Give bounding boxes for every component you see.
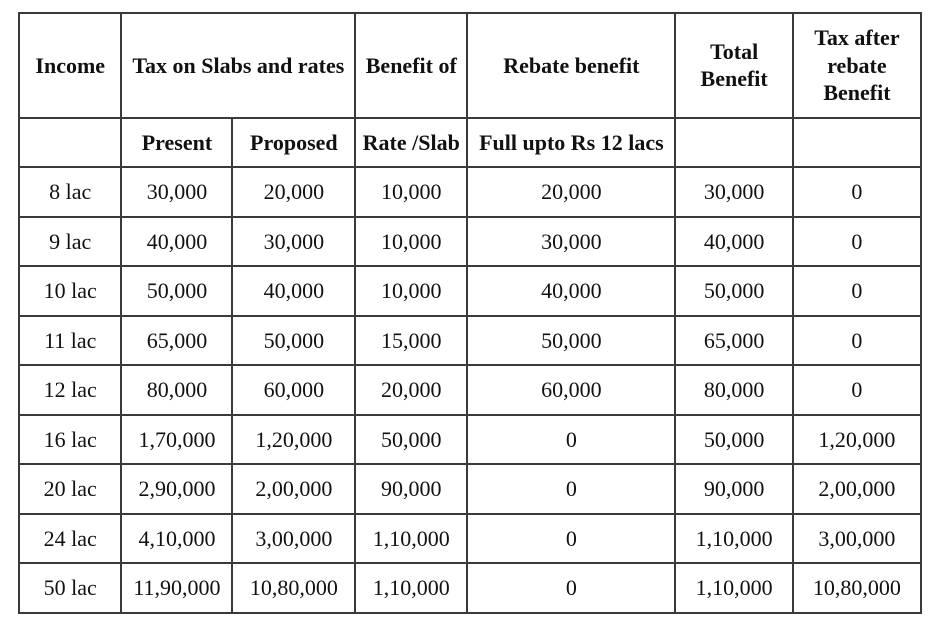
- cell-proposed: 40,000: [232, 266, 355, 316]
- table-row: 16 lac 1,70,000 1,20,000 50,000 0 50,000…: [19, 415, 921, 465]
- col-subheader-after-blank: [793, 118, 921, 168]
- cell-proposed: 20,000: [232, 167, 355, 217]
- cell-present: 2,90,000: [121, 464, 232, 514]
- header-row-2: Present Proposed Rate /Slab Full upto Rs…: [19, 118, 921, 168]
- cell-rebate: 30,000: [467, 217, 675, 267]
- cell-income: 9 lac: [19, 217, 121, 267]
- col-header-total-benefit: Total Benefit: [675, 13, 792, 118]
- cell-after: 0: [793, 167, 921, 217]
- cell-proposed: 1,20,000: [232, 415, 355, 465]
- table-wrapper: Income Tax on Slabs and rates Benefit of…: [0, 0, 940, 626]
- cell-proposed: 3,00,000: [232, 514, 355, 564]
- tax-benefit-table: Income Tax on Slabs and rates Benefit of…: [18, 12, 922, 614]
- cell-total: 65,000: [675, 316, 792, 366]
- cell-income: 20 lac: [19, 464, 121, 514]
- table-row: 10 lac 50,000 40,000 10,000 40,000 50,00…: [19, 266, 921, 316]
- cell-present: 40,000: [121, 217, 232, 267]
- table-row: 11 lac 65,000 50,000 15,000 50,000 65,00…: [19, 316, 921, 366]
- cell-after: 0: [793, 316, 921, 366]
- cell-after: 10,80,000: [793, 563, 921, 613]
- col-subheader-total-blank: [675, 118, 792, 168]
- col-subheader-full-upto: Full upto Rs 12 lacs: [467, 118, 675, 168]
- cell-rate: 10,000: [355, 167, 467, 217]
- cell-after: 0: [793, 365, 921, 415]
- cell-present: 50,000: [121, 266, 232, 316]
- cell-present: 30,000: [121, 167, 232, 217]
- cell-rebate: 50,000: [467, 316, 675, 366]
- cell-rate: 15,000: [355, 316, 467, 366]
- cell-after: 3,00,000: [793, 514, 921, 564]
- cell-proposed: 50,000: [232, 316, 355, 366]
- cell-rate: 90,000: [355, 464, 467, 514]
- cell-proposed: 30,000: [232, 217, 355, 267]
- cell-after: 0: [793, 217, 921, 267]
- cell-income: 12 lac: [19, 365, 121, 415]
- cell-total: 50,000: [675, 266, 792, 316]
- header-row-1: Income Tax on Slabs and rates Benefit of…: [19, 13, 921, 118]
- cell-total: 50,000: [675, 415, 792, 465]
- cell-proposed: 10,80,000: [232, 563, 355, 613]
- cell-rebate: 0: [467, 415, 675, 465]
- cell-rebate: 0: [467, 464, 675, 514]
- cell-income: 24 lac: [19, 514, 121, 564]
- cell-total: 1,10,000: [675, 563, 792, 613]
- cell-total: 80,000: [675, 365, 792, 415]
- cell-present: 1,70,000: [121, 415, 232, 465]
- col-header-rebate-benefit: Rebate benefit: [467, 13, 675, 118]
- table-row: 20 lac 2,90,000 2,00,000 90,000 0 90,000…: [19, 464, 921, 514]
- table-row: 12 lac 80,000 60,000 20,000 60,000 80,00…: [19, 365, 921, 415]
- cell-present: 80,000: [121, 365, 232, 415]
- col-subheader-present: Present: [121, 118, 232, 168]
- cell-rate: 10,000: [355, 217, 467, 267]
- col-subheader-rate-slab: Rate /Slab: [355, 118, 467, 168]
- col-header-benefit-of: Benefit of: [355, 13, 467, 118]
- table-row: 24 lac 4,10,000 3,00,000 1,10,000 0 1,10…: [19, 514, 921, 564]
- cell-rebate: 0: [467, 514, 675, 564]
- cell-income: 50 lac: [19, 563, 121, 613]
- cell-after: 1,20,000: [793, 415, 921, 465]
- cell-income: 8 lac: [19, 167, 121, 217]
- cell-income: 10 lac: [19, 266, 121, 316]
- col-subheader-income-blank: [19, 118, 121, 168]
- cell-after: 2,00,000: [793, 464, 921, 514]
- cell-rate: 10,000: [355, 266, 467, 316]
- cell-total: 30,000: [675, 167, 792, 217]
- col-subheader-proposed: Proposed: [232, 118, 355, 168]
- cell-after: 0: [793, 266, 921, 316]
- cell-rate: 1,10,000: [355, 563, 467, 613]
- table-row: 50 lac 11,90,000 10,80,000 1,10,000 0 1,…: [19, 563, 921, 613]
- cell-total: 1,10,000: [675, 514, 792, 564]
- cell-rebate: 20,000: [467, 167, 675, 217]
- cell-total: 90,000: [675, 464, 792, 514]
- col-header-tax-on: Tax on Slabs and rates: [121, 13, 355, 118]
- cell-rebate: 0: [467, 563, 675, 613]
- cell-rebate: 60,000: [467, 365, 675, 415]
- cell-present: 4,10,000: [121, 514, 232, 564]
- table-row: 9 lac 40,000 30,000 10,000 30,000 40,000…: [19, 217, 921, 267]
- cell-present: 65,000: [121, 316, 232, 366]
- cell-income: 16 lac: [19, 415, 121, 465]
- cell-total: 40,000: [675, 217, 792, 267]
- cell-proposed: 60,000: [232, 365, 355, 415]
- cell-rate: 20,000: [355, 365, 467, 415]
- table-head: Income Tax on Slabs and rates Benefit of…: [19, 13, 921, 167]
- cell-rate: 1,10,000: [355, 514, 467, 564]
- table-row: 8 lac 30,000 20,000 10,000 20,000 30,000…: [19, 167, 921, 217]
- cell-present: 11,90,000: [121, 563, 232, 613]
- col-header-income: Income: [19, 13, 121, 118]
- col-header-tax-after: Tax after rebate Benefit: [793, 13, 921, 118]
- cell-rebate: 40,000: [467, 266, 675, 316]
- cell-rate: 50,000: [355, 415, 467, 465]
- cell-proposed: 2,00,000: [232, 464, 355, 514]
- table-body: 8 lac 30,000 20,000 10,000 20,000 30,000…: [19, 167, 921, 613]
- cell-income: 11 lac: [19, 316, 121, 366]
